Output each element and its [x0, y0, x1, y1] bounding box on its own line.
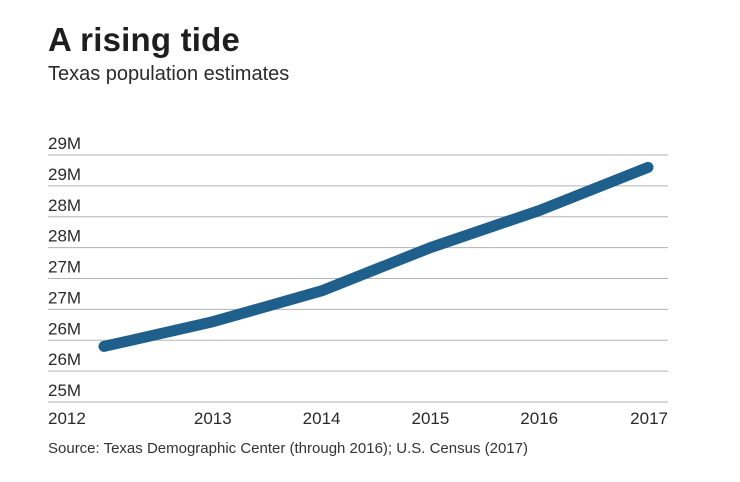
- y-tick-label: 28M: [48, 196, 81, 215]
- chart-title: A rising tide: [48, 21, 241, 58]
- x-tick-label: 2012: [48, 409, 86, 428]
- y-tick-label: 28M: [48, 227, 81, 246]
- y-tick-label: 27M: [48, 288, 81, 307]
- y-tick-label: 29M: [48, 165, 81, 184]
- y-tick-label: 29M: [48, 134, 81, 153]
- y-axis-tick-labels: 25M 26M 26M 27M 27M 28M 28M 29M 29M: [48, 134, 81, 400]
- x-tick-label: 2017: [630, 409, 668, 428]
- data-series: [98, 161, 654, 352]
- y-tick-label: 26M: [48, 319, 81, 338]
- grid-lines: [48, 154, 668, 403]
- source-note: Source: Texas Demographic Center (throug…: [48, 440, 528, 457]
- y-tick-label: 27M: [48, 258, 81, 277]
- y-tick-label: 25M: [48, 381, 81, 400]
- series-line: [98, 161, 654, 352]
- y-tick-label: 26M: [48, 350, 81, 369]
- chart-subtitle: Texas population estimates: [48, 63, 290, 85]
- x-tick-label: 2014: [303, 409, 341, 428]
- x-tick-label: 2015: [411, 409, 449, 428]
- x-axis-tick-labels: 2012 2013 2014 2015 2016 2017: [48, 409, 668, 428]
- x-tick-label: 2016: [520, 409, 558, 428]
- x-tick-label: 2013: [194, 409, 232, 428]
